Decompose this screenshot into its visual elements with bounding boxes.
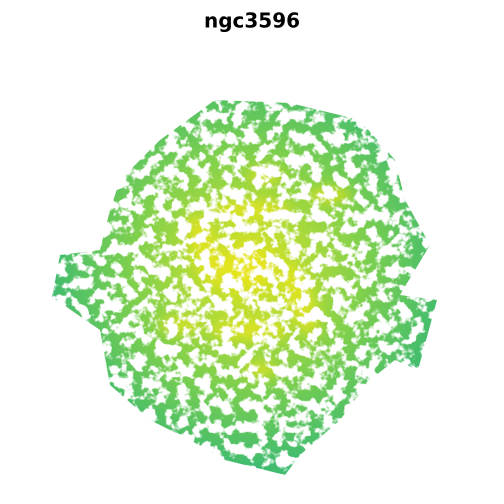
- galaxy-footprint: [52, 100, 437, 475]
- galaxy-image: [52, 100, 437, 475]
- title: ngc3596: [204, 9, 300, 33]
- spiral-arms: [158, 167, 352, 378]
